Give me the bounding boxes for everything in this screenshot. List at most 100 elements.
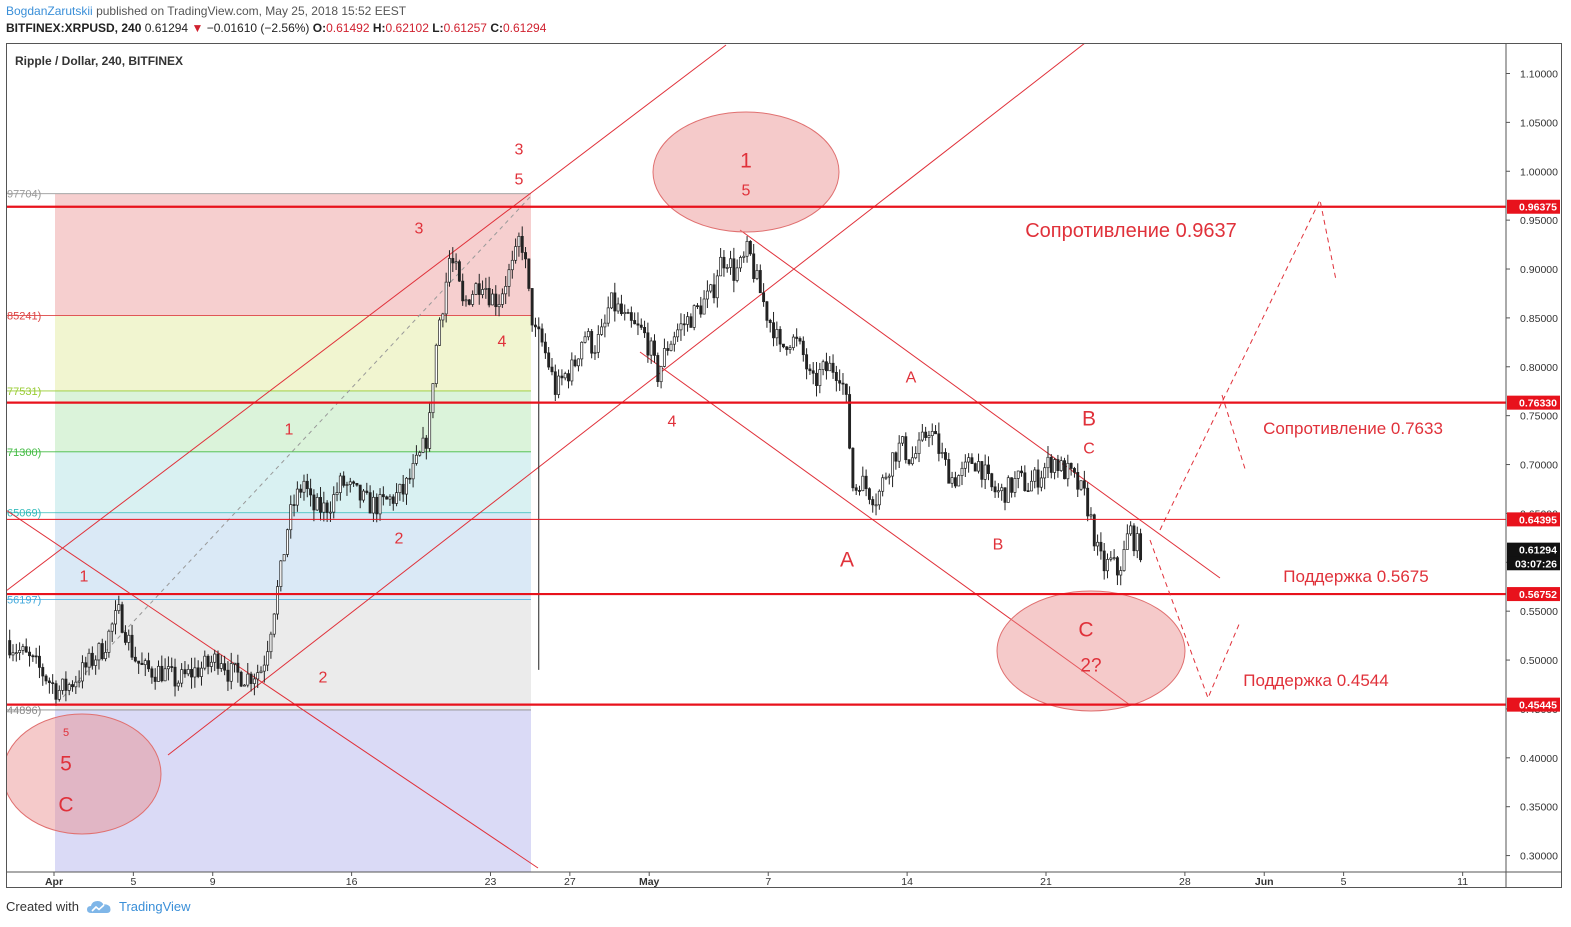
candle-body bbox=[200, 667, 203, 677]
candle-body bbox=[216, 653, 220, 669]
time-tick-label: 7 bbox=[765, 876, 771, 888]
candle-body bbox=[266, 651, 270, 666]
candle-body bbox=[338, 475, 342, 493]
fib-zone bbox=[55, 512, 531, 600]
wave-label: 1 bbox=[80, 569, 89, 586]
wave-label: 5 bbox=[515, 172, 524, 189]
candle-body bbox=[401, 483, 405, 495]
candle-body bbox=[791, 336, 795, 348]
time-tick-label: 27 bbox=[564, 876, 576, 888]
candle-body bbox=[454, 261, 458, 264]
candle-body bbox=[491, 293, 494, 306]
close-label: C: bbox=[490, 21, 503, 35]
candle-body bbox=[123, 632, 127, 643]
candle-body bbox=[623, 312, 627, 315]
candle-body bbox=[745, 240, 749, 257]
candle-body bbox=[54, 683, 58, 700]
price-tick-label: 0.30000 bbox=[1520, 851, 1558, 863]
candle-body bbox=[983, 464, 987, 480]
candle-body bbox=[286, 529, 289, 555]
footer: Created with TradingView bbox=[6, 899, 191, 914]
chart-border bbox=[6, 43, 1562, 888]
low-label: L: bbox=[432, 21, 444, 35]
open-label: O: bbox=[312, 21, 327, 35]
candle-body bbox=[735, 267, 739, 281]
candle-body bbox=[586, 331, 590, 338]
price-tick-label: 0.70000 bbox=[1520, 460, 1558, 472]
candle-body bbox=[765, 301, 769, 321]
candle-body bbox=[537, 326, 541, 330]
candle-body bbox=[1026, 490, 1030, 493]
price-tag-label: 0.56752 bbox=[1519, 589, 1557, 601]
trend-line bbox=[639, 351, 1131, 706]
candle-body bbox=[742, 255, 746, 258]
candle-body bbox=[659, 366, 663, 383]
candle-body bbox=[877, 490, 881, 506]
candle-body bbox=[748, 240, 752, 255]
candle-body bbox=[494, 293, 498, 308]
close-value: 0.61294 bbox=[503, 21, 547, 35]
candle-body bbox=[57, 690, 61, 700]
candle-body bbox=[722, 256, 726, 269]
candle-body bbox=[223, 663, 227, 671]
candle-body bbox=[276, 586, 279, 615]
publish-info: published on TradingView.com, May 25, 20… bbox=[96, 4, 407, 18]
candle-body bbox=[861, 475, 865, 491]
candle-body bbox=[851, 447, 855, 489]
candle-body bbox=[543, 341, 547, 354]
wave-label: C bbox=[1083, 441, 1095, 458]
wave-label: 5 bbox=[63, 727, 69, 739]
candle-body bbox=[282, 554, 286, 562]
candle-body bbox=[163, 668, 167, 682]
author-link[interactable]: BogdanZarutskii bbox=[6, 4, 93, 18]
candle-body bbox=[302, 480, 306, 493]
candle-body bbox=[246, 673, 250, 686]
high-value: 0.62102 bbox=[385, 21, 429, 35]
candle-body bbox=[567, 373, 570, 382]
candle-body bbox=[540, 328, 544, 343]
candle-body bbox=[259, 670, 263, 673]
candle-body bbox=[940, 452, 944, 454]
candle-body bbox=[848, 394, 852, 449]
chart-area[interactable]: 97704) 85241) 77531) 71300) 65069) 56197) 4489… bbox=[6, 43, 1562, 888]
target-ellipse bbox=[6, 713, 162, 835]
candle-body bbox=[309, 488, 313, 496]
candle-body bbox=[643, 327, 647, 334]
wave-label: 4 bbox=[668, 414, 677, 431]
candle-body bbox=[97, 643, 101, 661]
price-tag-label: 0.64395 bbox=[1519, 514, 1557, 526]
candle-body bbox=[815, 372, 818, 386]
candle-body bbox=[600, 326, 604, 335]
wave-label: 4 bbox=[498, 334, 507, 351]
candle-body bbox=[573, 359, 577, 367]
time-tick-label: 5 bbox=[130, 876, 136, 888]
candle-body bbox=[24, 646, 28, 653]
candle-body bbox=[524, 252, 527, 260]
down-arrow-icon: ▼ bbox=[191, 21, 204, 35]
candle-body bbox=[365, 490, 369, 493]
tradingview-link[interactable]: TradingView bbox=[118, 899, 191, 914]
candle-body bbox=[328, 511, 332, 514]
candle-body bbox=[1106, 559, 1109, 572]
level-annotation: Сопротивление 0.9637 bbox=[1025, 220, 1237, 242]
candle-body bbox=[563, 373, 567, 379]
candle-body bbox=[18, 650, 22, 654]
candle-body bbox=[530, 288, 534, 326]
wave-label: C bbox=[1078, 618, 1093, 641]
chart-svg[interactable]: 97704)85241)77531)71300)65069)56197)4489… bbox=[6, 43, 1562, 888]
candle-body bbox=[203, 655, 207, 669]
candle-body bbox=[243, 684, 246, 687]
candle-body bbox=[639, 324, 643, 328]
candle-body bbox=[689, 316, 693, 328]
candle-body bbox=[1072, 468, 1076, 473]
level-annotation: Поддержка 0.4544 bbox=[1243, 671, 1388, 690]
candle-body bbox=[699, 305, 703, 315]
wave-label: B bbox=[993, 537, 1004, 554]
candle-body bbox=[897, 442, 901, 462]
candle-body bbox=[1030, 480, 1033, 492]
candle-body bbox=[358, 484, 362, 501]
candle-body bbox=[378, 494, 382, 515]
candle-body bbox=[596, 334, 600, 353]
candle-body bbox=[881, 477, 885, 492]
chart-header: BogdanZarutskii published on TradingView… bbox=[6, 3, 546, 37]
